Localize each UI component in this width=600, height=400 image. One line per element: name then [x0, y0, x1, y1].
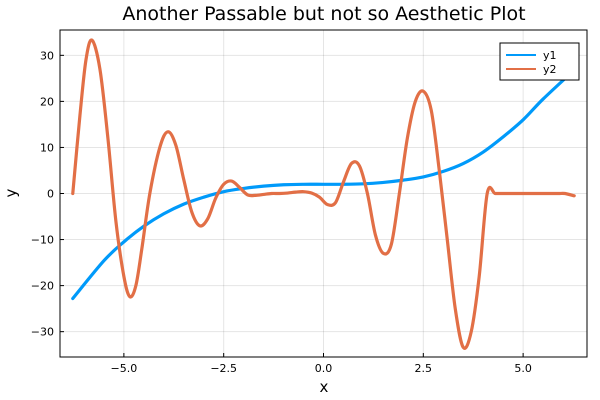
x-tick-label: −5.0	[111, 362, 138, 375]
chart-title: Another Passable but not so Aesthetic Pl…	[122, 3, 525, 25]
legend: y1 y2	[499, 42, 580, 81]
x-tick-label: 5.0	[514, 362, 532, 375]
legend-box	[499, 42, 580, 81]
axis-ticks: −5.0 −2.5 0.0 2.5 5.0 −30 −20 −10 0 10 20 30	[31, 49, 532, 375]
y-axis-label: y	[2, 188, 20, 197]
legend-label-y2: y2	[543, 63, 557, 76]
x-tick-label: 0.0	[315, 362, 333, 375]
x-tick-label: −2.5	[210, 362, 237, 375]
y-tick-label: 0	[47, 188, 54, 201]
x-axis-label: x	[320, 378, 329, 396]
y-tick-label: 10	[40, 141, 54, 154]
y-tick-label: 20	[40, 95, 54, 108]
y-tick-label: −10	[31, 234, 54, 247]
series-lines	[71, 38, 576, 350]
y-tick-label: −30	[31, 326, 54, 339]
legend-label-y1: y1	[543, 49, 557, 62]
series-line-y1	[71, 68, 576, 301]
series-line-y2	[71, 38, 576, 350]
y-tick-label: −20	[31, 280, 54, 293]
y-tick-label: 30	[40, 49, 54, 62]
x-tick-label: 2.5	[415, 362, 433, 375]
